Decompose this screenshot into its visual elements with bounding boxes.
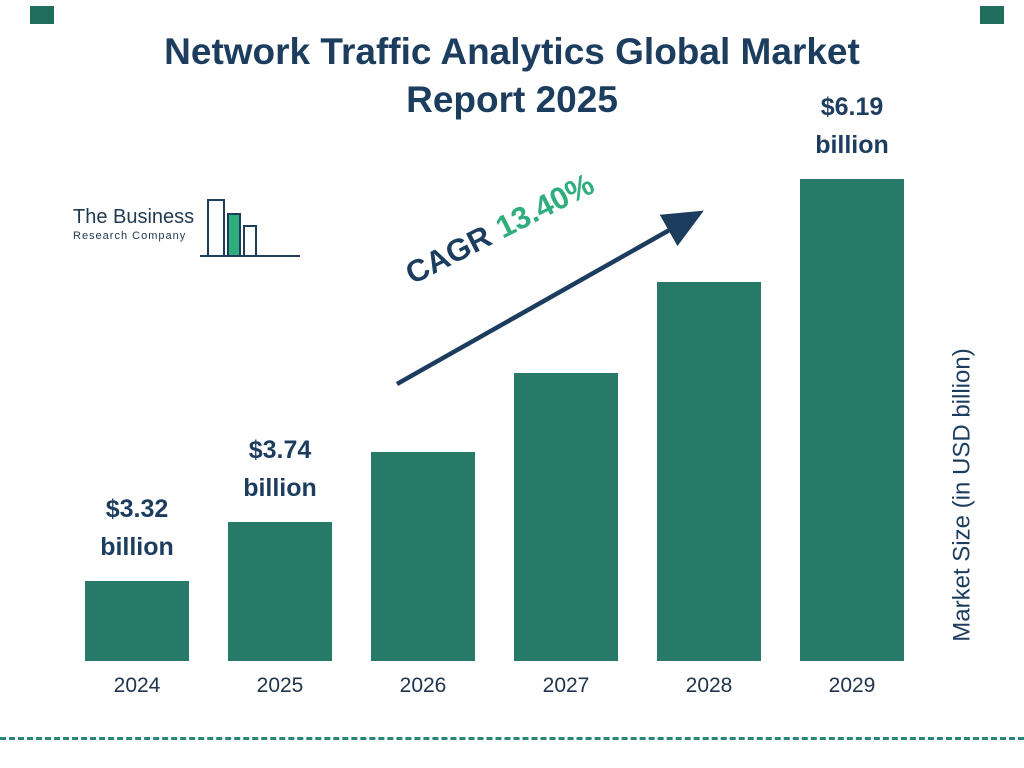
bar-column: $3.74 billion 2025 [228, 431, 332, 699]
bar-chart: $3.32 billion 2024 $3.74 billion 2025 20… [85, 93, 904, 699]
bar-2025 [228, 522, 332, 661]
bar-value-amount: $6.19 [820, 92, 884, 121]
x-axis-label: 2027 [542, 674, 590, 697]
page-title-line2: Report 2025 [406, 79, 618, 121]
bar-2026 [371, 452, 475, 661]
bar-2024 [85, 581, 189, 661]
x-axis-label: 2024 [113, 674, 161, 697]
bar-value-label: $3.74 billion [243, 431, 317, 509]
y-axis-label: Market Size (in USD billion) [948, 348, 975, 642]
bar-value-label: $6.19 billion [815, 88, 889, 166]
bar-column: 2028 [657, 282, 761, 698]
page-title: Network Traffic Analytics Global Market … [60, 28, 964, 124]
x-axis-label: 2026 [399, 674, 447, 697]
company-logo-subtitle: Research Company [73, 230, 187, 242]
company-logo: The Business Research Company [73, 196, 305, 264]
bottom-dashed-line [0, 737, 1024, 740]
x-axis-label: 2028 [685, 674, 733, 697]
bar-value-unit: billion [815, 131, 889, 160]
bar-value-unit: billion [100, 533, 174, 562]
bar-column: $6.19 billion 2029 [800, 88, 904, 699]
bar-column: 2027 [514, 373, 618, 698]
bar-column: $3.32 billion 2024 [85, 490, 189, 699]
bar-2028 [657, 282, 761, 661]
corner-accent-right [980, 6, 1004, 24]
corner-accent-left [30, 6, 54, 24]
company-logo-text: The Business Research Company [73, 206, 194, 242]
bar-column: 2026 [371, 452, 475, 698]
bar-value-amount: $3.74 [248, 435, 312, 464]
bar-2027 [514, 373, 618, 661]
bar-chart-logo-icon [200, 199, 301, 257]
bar-value-amount: $3.32 [105, 494, 169, 523]
x-axis-label: 2029 [828, 674, 876, 697]
page-title-line1: Network Traffic Analytics Global Market [164, 31, 860, 72]
bar-2029 [800, 179, 904, 661]
x-axis-label: 2025 [256, 674, 304, 697]
bar-value-label: $3.32 billion [100, 490, 174, 568]
bar-value-unit: billion [243, 474, 317, 503]
company-logo-name: The Business [73, 206, 195, 228]
